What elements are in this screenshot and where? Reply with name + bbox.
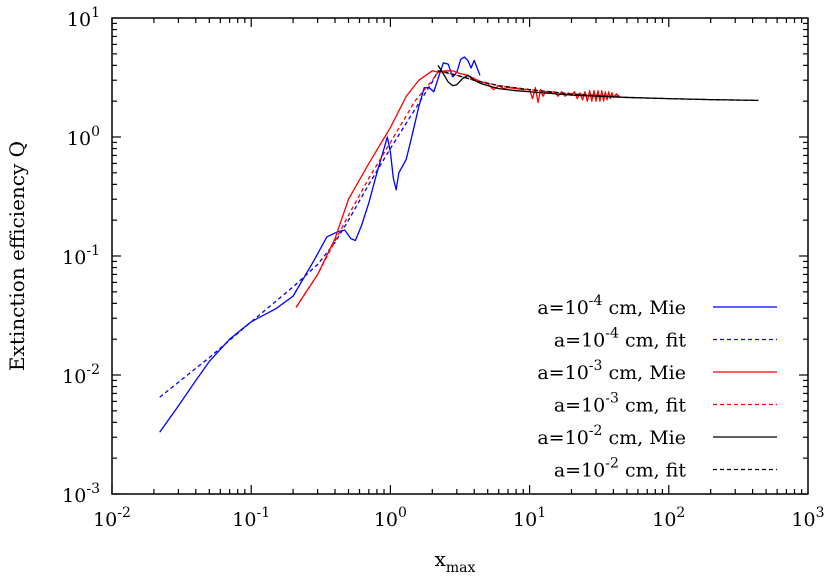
legend-label-text: a=10	[537, 362, 588, 384]
x-tick-label-base: 10	[93, 509, 117, 531]
series-line-6	[437, 70, 759, 102]
legend-label-2: a=10-4 cm, fit	[554, 326, 687, 352]
y-tick-label: 100	[67, 124, 100, 150]
legend-label-exponent: -4	[589, 293, 603, 309]
legend-label-text: a=10	[554, 395, 605, 417]
x-tick-label: 102	[652, 505, 685, 531]
legend-label-text: cm, fit	[619, 395, 686, 417]
legend-label-text: cm, Mie	[602, 362, 686, 384]
legend-label-text: cm, Mie	[602, 297, 686, 319]
y-tick-label-exponent: -2	[86, 362, 100, 378]
x-tick-label-exponent: 0	[398, 505, 407, 521]
x-tick-label: 10-1	[232, 505, 270, 531]
y-tick-label: 10-2	[62, 362, 100, 388]
x-tick-label-exponent: -1	[256, 505, 270, 521]
x-tick-label-exponent: -2	[117, 505, 131, 521]
y-tick-label-base: 10	[62, 485, 86, 507]
legend-label-exponent: -3	[605, 391, 619, 407]
y-tick-label: 10-1	[62, 243, 100, 269]
x-tick-label-base: 10	[791, 509, 815, 531]
axis-ticks	[111, 18, 808, 495]
x-axis-label: xmax	[435, 547, 476, 576]
y-tick-label: 10-3	[62, 481, 100, 507]
legend-label-text: a=10	[554, 330, 605, 352]
y-tick-label-base: 10	[62, 366, 86, 388]
y-tick-label-base: 10	[67, 128, 91, 150]
y-tick-label-exponent: -1	[86, 243, 100, 259]
legend-label-text: a=10	[537, 297, 588, 319]
legend-label-exponent: -2	[589, 423, 603, 439]
x-tick-label-exponent: 2	[676, 505, 685, 521]
legend-label-exponent: -2	[605, 456, 619, 472]
x-tick-label-base: 10	[232, 509, 256, 531]
x-tick-label-exponent: 1	[537, 505, 546, 521]
y-tick-label-exponent: 1	[91, 5, 100, 21]
legend-label-3: a=10-3 cm, Mie	[537, 358, 686, 384]
legend-label-text: cm, Mie	[602, 427, 686, 449]
legend-label-5: a=10-2 cm, Mie	[537, 423, 686, 449]
x-tick-label: 10-2	[93, 505, 131, 531]
x-tick-label: 101	[513, 505, 546, 531]
x-axis-label-subscript: max	[446, 560, 476, 576]
plot-frame	[111, 17, 809, 495]
legend-label-text: cm, fit	[619, 330, 686, 352]
x-tick-label-base: 10	[374, 509, 398, 531]
x-tick-label-base: 10	[652, 509, 676, 531]
legend-label-6: a=10-2 cm, fit	[554, 456, 687, 482]
y-tick-label-exponent: -3	[86, 481, 100, 497]
series-lines	[159, 56, 759, 433]
series-line-2	[159, 70, 481, 398]
y-axis-label: Extinction efficiency Q	[5, 141, 29, 371]
x-tick-label-exponent: 3	[816, 505, 825, 521]
legend-label-text: a=10	[537, 427, 588, 449]
series-line-4	[295, 71, 620, 308]
legend-label-exponent: -4	[605, 326, 619, 342]
series-line-3	[295, 70, 620, 308]
legend-label-1: a=10-4 cm, Mie	[537, 293, 686, 319]
legend-label-4: a=10-3 cm, fit	[554, 391, 687, 417]
x-tick-label: 100	[374, 505, 407, 531]
y-tick-label-base: 10	[62, 247, 86, 269]
x-tick-label: 103	[791, 505, 824, 531]
x-tick-label-base: 10	[513, 509, 537, 531]
x-tick-labels: 10-2 10-1 100 101 102 103	[93, 505, 824, 531]
legend-label-exponent: -3	[589, 358, 603, 374]
series-line-1	[159, 56, 481, 433]
legend-label-text: cm, fit	[619, 460, 686, 482]
legend-label-text: a=10	[554, 460, 605, 482]
y-tick-label-base: 10	[67, 9, 91, 31]
x-axis-label-base: x	[435, 547, 447, 571]
y-tick-label: 101	[67, 5, 100, 31]
y-tick-label-exponent: 0	[91, 124, 100, 140]
